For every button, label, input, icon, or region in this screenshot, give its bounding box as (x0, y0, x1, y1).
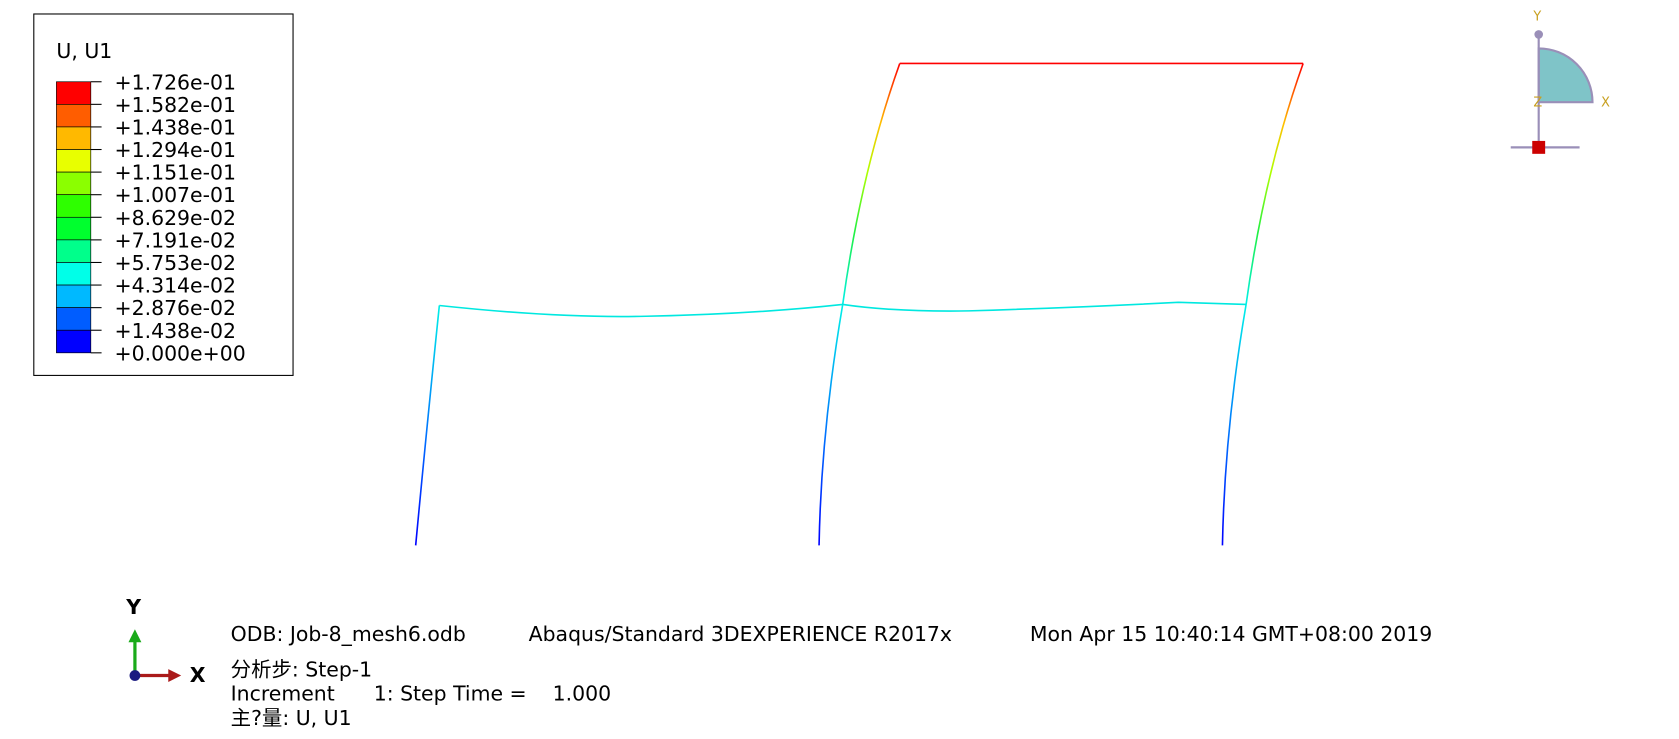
legend-scale: +1.726e-01+1.582e-01+1.438e-01+1.294e-01… (56, 70, 246, 365)
date: Mon Apr 15 10:40:14 GMT+08:00 2019 (1030, 622, 1432, 646)
quadrant (1537, 47, 1594, 104)
axis-label: X (1601, 95, 1610, 110)
column (818, 304, 844, 546)
x-arrowhead (168, 669, 182, 682)
beam (439, 301, 1247, 318)
legend-swatch (56, 216, 92, 241)
column (1245, 63, 1304, 305)
axis-label: Z (1533, 95, 1542, 110)
axis-label: Y (1532, 9, 1541, 24)
legend-swatch (56, 329, 92, 354)
odb-name: ODB: Job-8_mesh6.odb (231, 622, 466, 647)
legend-swatch (56, 239, 92, 263)
legend-swatch (56, 81, 92, 105)
legend-swatch (56, 194, 92, 218)
axis-end (1534, 30, 1544, 39)
legend-label: +1.438e-02 (114, 319, 235, 343)
legend-label: +7.191e-02 (114, 228, 235, 252)
legend-swatch (56, 284, 92, 308)
column (841, 63, 901, 305)
legend-label: +1.438e-01 (114, 115, 235, 139)
axis-label: X (190, 663, 206, 687)
solver: Abaqus/Standard 3DEXPERIENCE R2017x (529, 622, 952, 646)
legend-label: +1.151e-01 (114, 161, 235, 185)
step: 分析步: Step-1 (231, 658, 372, 682)
legend-label: +1.007e-01 (114, 183, 235, 207)
column (1221, 304, 1247, 546)
legend-label: +1.726e-01 (114, 70, 235, 94)
legend-label: +5.753e-02 (114, 251, 235, 275)
legend-label: +1.294e-01 (114, 138, 235, 162)
legend-swatch (56, 171, 92, 196)
z-axis (129, 670, 141, 681)
legend-label: +0.000e+00 (114, 341, 245, 365)
triad: Y X (125, 595, 205, 687)
legend-label: +1.582e-01 (114, 93, 235, 117)
legend-swatch (56, 149, 92, 173)
legend-swatch (56, 126, 92, 150)
axis-label: Y (125, 595, 141, 619)
legend-label: +4.314e-02 (114, 274, 235, 298)
legend-swatch (56, 262, 92, 286)
legend-title: U, U1 (56, 39, 112, 63)
legend-label: +8.629e-02 (114, 206, 235, 230)
variable: 主?量: U, U1 (231, 706, 352, 730)
frame (414, 62, 1304, 546)
legend-label: +2.876e-02 (114, 296, 235, 320)
view-triad: Y X Z (1510, 9, 1610, 154)
y-arrowhead (128, 629, 142, 643)
origin (1532, 140, 1546, 154)
column (414, 305, 441, 546)
increment: Increment 1: Step Time = 1.000 (231, 681, 611, 705)
legend-swatch (56, 104, 92, 128)
legend-swatch (56, 307, 92, 331)
